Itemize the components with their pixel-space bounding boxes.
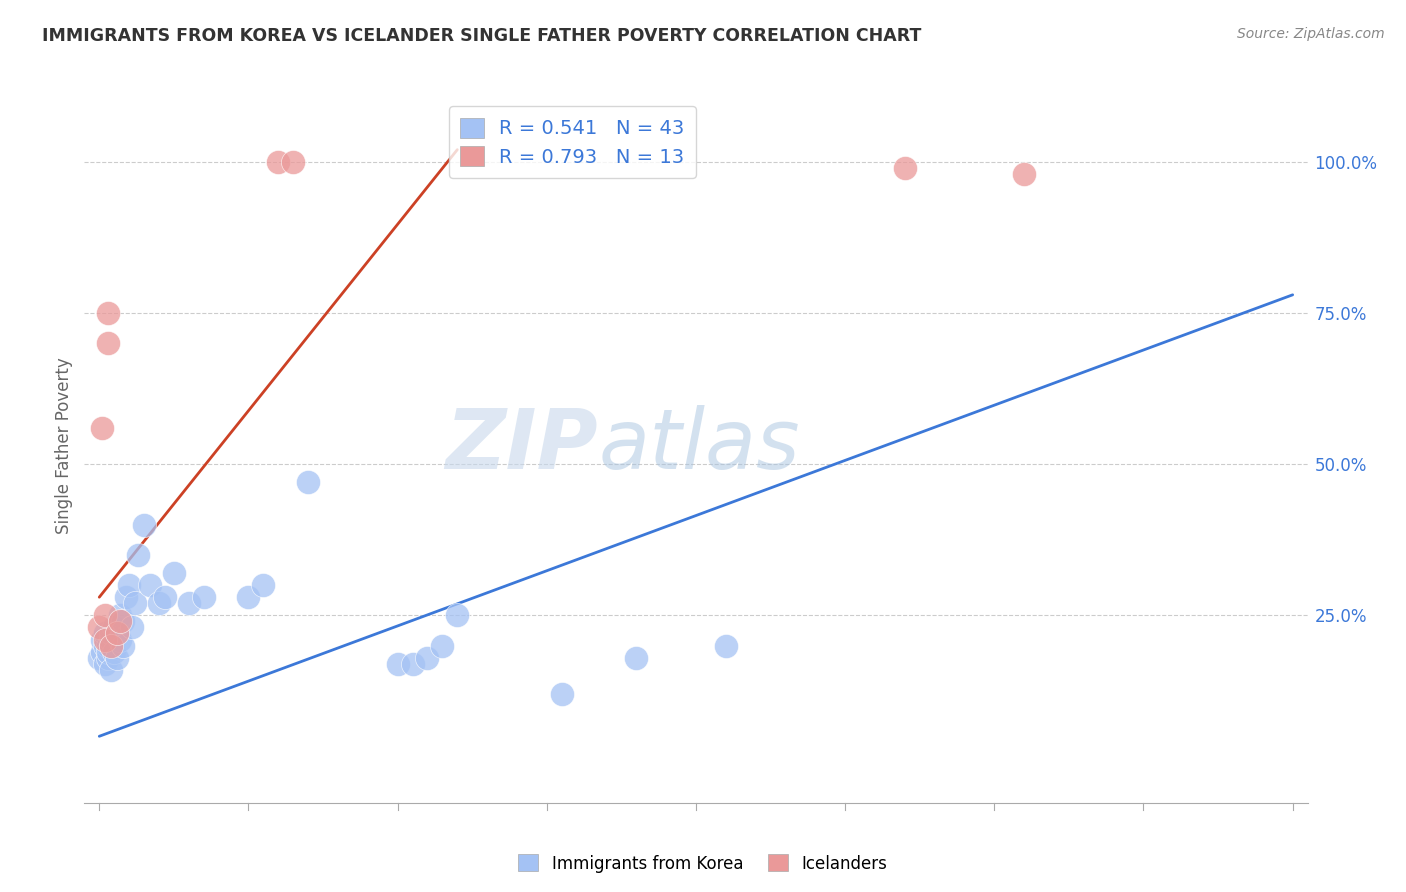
Point <box>432 639 454 653</box>
Legend: R = 0.541   N = 43, R = 0.793   N = 13: R = 0.541 N = 43, R = 0.793 N = 13 <box>449 106 696 178</box>
Point <box>283 154 305 169</box>
Text: IMMIGRANTS FROM KOREA VS ICELANDER SINGLE FATHER POVERTY CORRELATION CHART: IMMIGRANTS FROM KOREA VS ICELANDER SINGL… <box>42 27 921 45</box>
Point <box>112 615 135 629</box>
Point <box>94 626 117 640</box>
Text: ZIP: ZIP <box>446 406 598 486</box>
Point <box>94 608 117 623</box>
Point <box>238 590 260 604</box>
Point <box>118 578 141 592</box>
Point <box>97 336 120 351</box>
Point <box>108 608 131 623</box>
Point <box>100 663 122 677</box>
Point <box>100 639 122 653</box>
Point <box>97 639 120 653</box>
Point <box>177 596 200 610</box>
Point <box>97 306 120 320</box>
Point <box>105 626 128 640</box>
Point <box>94 639 117 653</box>
Point <box>89 650 111 665</box>
Point <box>894 161 917 175</box>
Point <box>1012 167 1035 181</box>
Point <box>103 645 125 659</box>
Point <box>551 687 574 701</box>
Point <box>108 632 131 647</box>
Point <box>97 645 120 659</box>
Point <box>387 657 409 671</box>
Point <box>124 596 146 610</box>
Point <box>97 650 120 665</box>
Point <box>105 626 128 640</box>
Text: Source: ZipAtlas.com: Source: ZipAtlas.com <box>1237 27 1385 41</box>
Point <box>121 620 143 634</box>
Point <box>401 657 423 671</box>
Legend: Immigrants from Korea, Icelanders: Immigrants from Korea, Icelanders <box>512 847 894 880</box>
Point <box>91 632 114 647</box>
Point <box>94 657 117 671</box>
Point <box>132 517 155 532</box>
Point <box>446 608 468 623</box>
Point <box>148 596 170 610</box>
Point <box>193 590 215 604</box>
Point <box>297 475 319 490</box>
Point <box>267 154 290 169</box>
Point <box>108 615 131 629</box>
Text: atlas: atlas <box>598 406 800 486</box>
Point <box>112 639 135 653</box>
Point <box>163 566 186 580</box>
Point <box>252 578 274 592</box>
Point <box>91 421 114 435</box>
Point <box>89 620 111 634</box>
Point <box>714 639 737 653</box>
Point <box>105 650 128 665</box>
Point <box>416 650 439 665</box>
Point <box>91 645 114 659</box>
Point <box>103 620 125 634</box>
Point <box>127 548 149 562</box>
Y-axis label: Single Father Poverty: Single Father Poverty <box>55 358 73 534</box>
Point <box>115 590 138 604</box>
Point <box>139 578 162 592</box>
Point <box>153 590 176 604</box>
Point <box>626 650 648 665</box>
Point <box>100 626 122 640</box>
Point <box>100 632 122 647</box>
Point <box>94 632 117 647</box>
